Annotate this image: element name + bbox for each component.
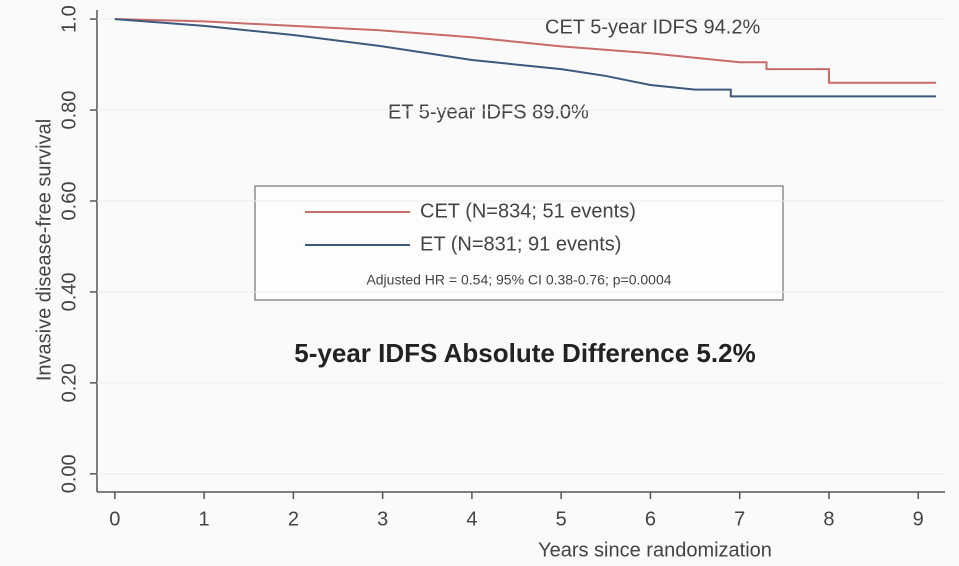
- y-tick-label: 1.0: [58, 5, 80, 33]
- y-tick-label: 0.00: [58, 454, 80, 493]
- x-tick-label: 5: [556, 508, 567, 530]
- x-tick-label: 0: [109, 508, 120, 530]
- annotation: Adjusted HR = 0.54; 95% CI 0.38-0.76; p=…: [366, 272, 671, 288]
- x-tick-label: 8: [823, 508, 834, 530]
- km-curve: [114, 18, 937, 84]
- x-tick-label: 9: [913, 508, 924, 530]
- x-tick-label: 3: [377, 508, 388, 530]
- annotation: ET 5-year IDFS 89.0%: [388, 101, 589, 123]
- y-tick-label: 0.80: [58, 91, 80, 130]
- y-axis-label: Invasive disease-free survival: [33, 119, 55, 381]
- annotation: 5-year IDFS Absolute Difference 5.2%: [294, 338, 755, 368]
- y-tick-label: 0.60: [58, 182, 80, 221]
- annotation: CET 5-year IDFS 94.2%: [545, 16, 760, 38]
- x-tick-label: 6: [645, 508, 656, 530]
- x-tick-label: 4: [466, 508, 477, 530]
- x-axis-label: Years since randomization: [538, 539, 772, 561]
- x-tick-label: 2: [288, 508, 299, 530]
- x-tick-label: 1: [199, 508, 210, 530]
- x-tick-label: 7: [734, 508, 745, 530]
- y-tick-label: 0.20: [58, 363, 80, 402]
- y-tick-label: 0.40: [58, 272, 80, 311]
- legend-box: [254, 185, 784, 301]
- km-curve: [114, 18, 937, 98]
- legend-label: CET (N=834; 51 events): [420, 200, 636, 222]
- legend-label: ET (N=831; 91 events): [420, 233, 621, 255]
